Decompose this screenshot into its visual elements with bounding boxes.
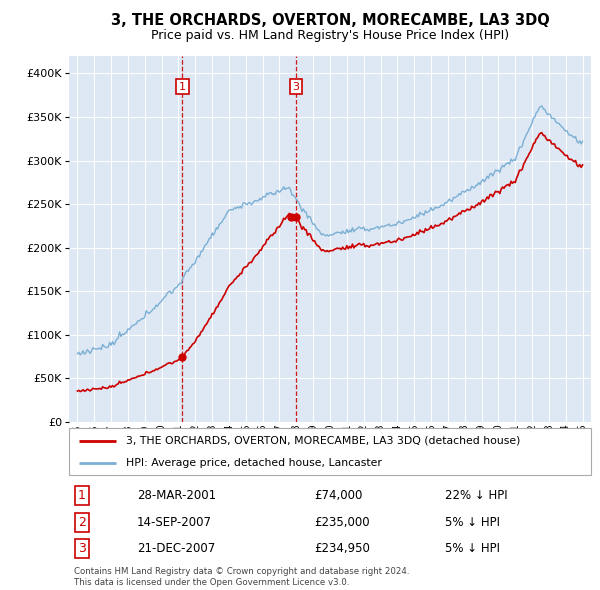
Text: 21-DEC-2007: 21-DEC-2007 bbox=[137, 542, 215, 555]
Text: 5% ↓ HPI: 5% ↓ HPI bbox=[445, 542, 500, 555]
Text: 3, THE ORCHARDS, OVERTON, MORECAMBE, LA3 3DQ: 3, THE ORCHARDS, OVERTON, MORECAMBE, LA3… bbox=[110, 13, 550, 28]
FancyBboxPatch shape bbox=[69, 428, 591, 475]
Text: £235,000: £235,000 bbox=[314, 516, 370, 529]
Text: This data is licensed under the Open Government Licence v3.0.: This data is licensed under the Open Gov… bbox=[74, 578, 350, 587]
Text: 22% ↓ HPI: 22% ↓ HPI bbox=[445, 489, 508, 502]
Text: 3, THE ORCHARDS, OVERTON, MORECAMBE, LA3 3DQ (detached house): 3, THE ORCHARDS, OVERTON, MORECAMBE, LA3… bbox=[127, 436, 521, 446]
Text: Price paid vs. HM Land Registry's House Price Index (HPI): Price paid vs. HM Land Registry's House … bbox=[151, 29, 509, 42]
Text: 3: 3 bbox=[78, 542, 86, 555]
Text: 1: 1 bbox=[78, 489, 86, 502]
Text: £234,950: £234,950 bbox=[314, 542, 370, 555]
Text: 28-MAR-2001: 28-MAR-2001 bbox=[137, 489, 216, 502]
Text: 2: 2 bbox=[78, 516, 86, 529]
Text: 14-SEP-2007: 14-SEP-2007 bbox=[137, 516, 212, 529]
Text: 5% ↓ HPI: 5% ↓ HPI bbox=[445, 516, 500, 529]
Text: Contains HM Land Registry data © Crown copyright and database right 2024.: Contains HM Land Registry data © Crown c… bbox=[74, 568, 410, 576]
Text: 1: 1 bbox=[179, 81, 186, 91]
Text: HPI: Average price, detached house, Lancaster: HPI: Average price, detached house, Lanc… bbox=[127, 458, 382, 468]
Text: 3: 3 bbox=[292, 81, 299, 91]
Text: £74,000: £74,000 bbox=[314, 489, 363, 502]
